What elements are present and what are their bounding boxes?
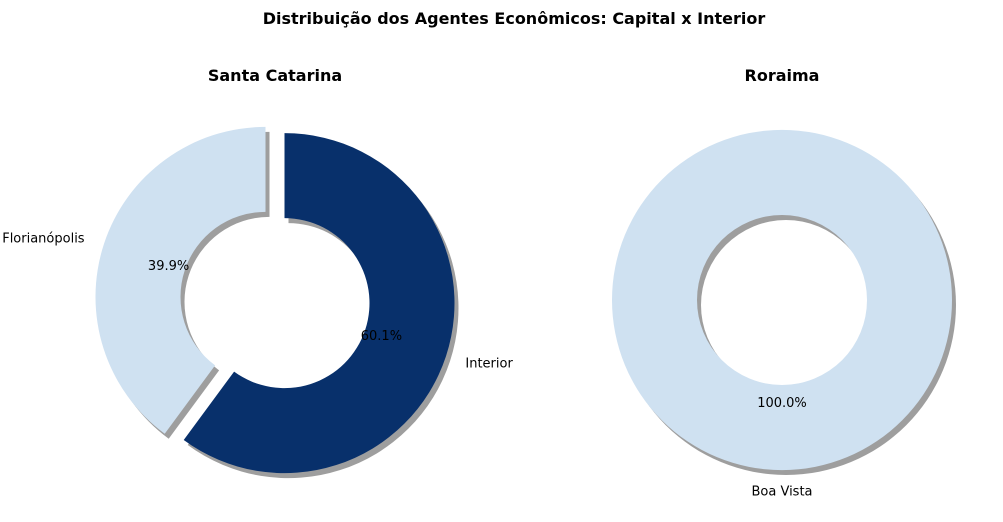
donut-santa-catarina: Florianópolis 39.9% Interior 60.1% [2,126,513,479]
slice-label: Boa Vista [751,484,812,499]
slice-label: Florianópolis [2,231,85,246]
chart-santa-catarina: Santa Catarina Florianópolis 39.9% Interio… [2,66,513,479]
donut-roraima: Boa Vista 100.0% [612,129,956,499]
chart-title: Roraima [745,66,820,85]
slice-label: Interior [465,357,513,372]
slice-percent-label: 39.9% [148,259,189,274]
figure-title: Distribuição dos Agentes Econômicos: Cap… [263,9,766,28]
chart-title: Santa Catarina [208,66,342,85]
donut-slice-florian-polis [95,126,266,434]
chart-roraima: Roraima Boa Vista 100.0% [612,66,956,499]
donut-slice-interior [183,133,455,474]
slice-percent-label: 60.1% [361,329,402,344]
donut-slice-boa-vista [612,129,953,471]
slice-percent-label: 100.0% [757,396,807,411]
